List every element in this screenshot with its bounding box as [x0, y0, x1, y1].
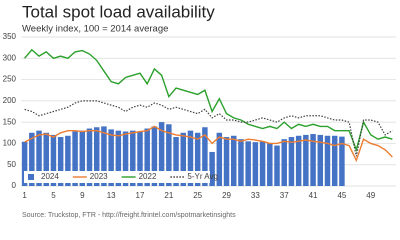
bar: [295, 135, 302, 186]
bar: [130, 130, 136, 186]
x-tick-label: 5: [51, 191, 56, 200]
bar: [79, 130, 86, 186]
bar: [259, 141, 266, 186]
x-tick-label: 1: [22, 191, 27, 200]
bar: [324, 135, 331, 186]
line: [24, 48, 393, 153]
bar: [231, 135, 237, 186]
line: [24, 100, 393, 157]
x-tick-label: 17: [136, 191, 145, 200]
bar: [317, 134, 324, 186]
bar: [93, 127, 100, 186]
bar: [166, 124, 172, 186]
bar: [281, 139, 287, 186]
bar: [50, 134, 57, 186]
y-tick-label: 200: [3, 96, 17, 105]
bar: [65, 135, 71, 186]
bar: [173, 137, 179, 186]
y-tick-label: 100: [3, 139, 17, 148]
bar: [339, 136, 345, 186]
x-tick-label: 45: [337, 191, 346, 200]
bar: [223, 137, 230, 186]
x-tick-label: 21: [164, 191, 173, 200]
bar: [310, 134, 316, 186]
chart: Total spot load availability Weekly inde…: [3, 2, 396, 219]
legend-box: [24, 171, 210, 183]
x-tick-label: 9: [80, 191, 85, 200]
legend-swatch: [28, 174, 34, 180]
bar: [187, 130, 194, 186]
bar: [43, 132, 49, 186]
bar: [331, 135, 338, 186]
source-note: Source: Truckstop, FTR - http://freight.…: [22, 212, 236, 219]
chart-subtitle: Weekly index, 100 = 2014 average: [22, 24, 168, 35]
bar: [267, 143, 273, 186]
x-tick-label: 25: [193, 191, 202, 200]
bar: [274, 145, 280, 186]
y-tick-label: 150: [3, 117, 17, 126]
bar: [101, 126, 107, 186]
bar: [238, 139, 244, 186]
bar: [137, 131, 143, 186]
line: [24, 125, 393, 163]
x-tick-label: 29: [222, 191, 231, 200]
bar: [86, 128, 93, 186]
bar: [202, 127, 208, 186]
bar: [158, 122, 165, 186]
x-tick-label: 37: [280, 191, 289, 200]
legend-label: 5-Yr Avg: [187, 172, 218, 181]
bar: [252, 142, 259, 186]
y-tick-label: 0: [12, 181, 17, 190]
y-tick-label: 350: [3, 32, 17, 41]
bar: [29, 132, 35, 186]
bar: [216, 132, 223, 186]
bar: [72, 131, 78, 186]
y-tick-label: 50: [7, 160, 16, 169]
bar: [209, 151, 215, 186]
bar: [122, 131, 129, 186]
x-tick-label: 49: [366, 191, 375, 200]
bar: [115, 130, 122, 186]
bar: [21, 141, 28, 186]
legend-label: 2024: [41, 172, 59, 181]
bar: [144, 128, 150, 186]
bar: [245, 141, 251, 186]
x-tick-label: 33: [251, 191, 260, 200]
bar: [57, 137, 64, 186]
chart-title: Total spot load availability: [22, 2, 215, 21]
x-tick-label: 13: [107, 191, 116, 200]
bar: [194, 132, 201, 186]
y-tick-label: 250: [3, 75, 17, 84]
bar: [151, 126, 158, 186]
bar: [180, 132, 186, 186]
legend-label: 2023: [90, 172, 108, 181]
bar: [108, 129, 114, 186]
y-tick-label: 300: [3, 53, 17, 62]
legend-label: 2022: [139, 172, 157, 181]
x-tick-label: 41: [309, 191, 318, 200]
bar: [288, 137, 295, 186]
bar: [36, 130, 42, 186]
bar: [303, 134, 309, 186]
